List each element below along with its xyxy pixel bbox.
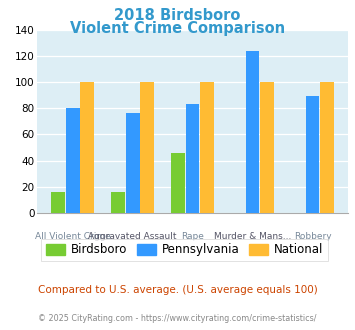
Bar (80, 82, 94, 213)
Bar (126, 114, 140, 213)
Text: Compared to U.S. average. (U.S. average equals 100): Compared to U.S. average. (U.S. average … (38, 285, 317, 295)
Text: Murder & Mans...: Murder & Mans... (214, 232, 291, 241)
Bar (246, 50, 260, 213)
Text: Aggravated Assault: Aggravated Assault (88, 232, 177, 241)
Legend: Birdsboro, Pennsylvania, National: Birdsboro, Pennsylvania, National (42, 239, 328, 261)
Text: Rape: Rape (181, 232, 204, 241)
Bar (51, 192, 65, 213)
Bar (306, 96, 320, 213)
Text: 2018 Birdsboro: 2018 Birdsboro (114, 8, 241, 23)
Bar (260, 82, 274, 213)
Text: All Violent Crime: All Violent Crime (35, 232, 110, 241)
Bar (200, 82, 214, 213)
Text: © 2025 CityRating.com - https://www.cityrating.com/crime-statistics/: © 2025 CityRating.com - https://www.city… (38, 314, 317, 323)
Bar (66, 108, 80, 213)
Text: Robbery: Robbery (294, 232, 331, 241)
Text: Violent Crime Comparison: Violent Crime Comparison (70, 21, 285, 36)
Bar (320, 82, 334, 213)
Bar (111, 192, 125, 213)
Bar (171, 153, 185, 213)
Bar (186, 104, 200, 213)
Bar (140, 82, 154, 213)
